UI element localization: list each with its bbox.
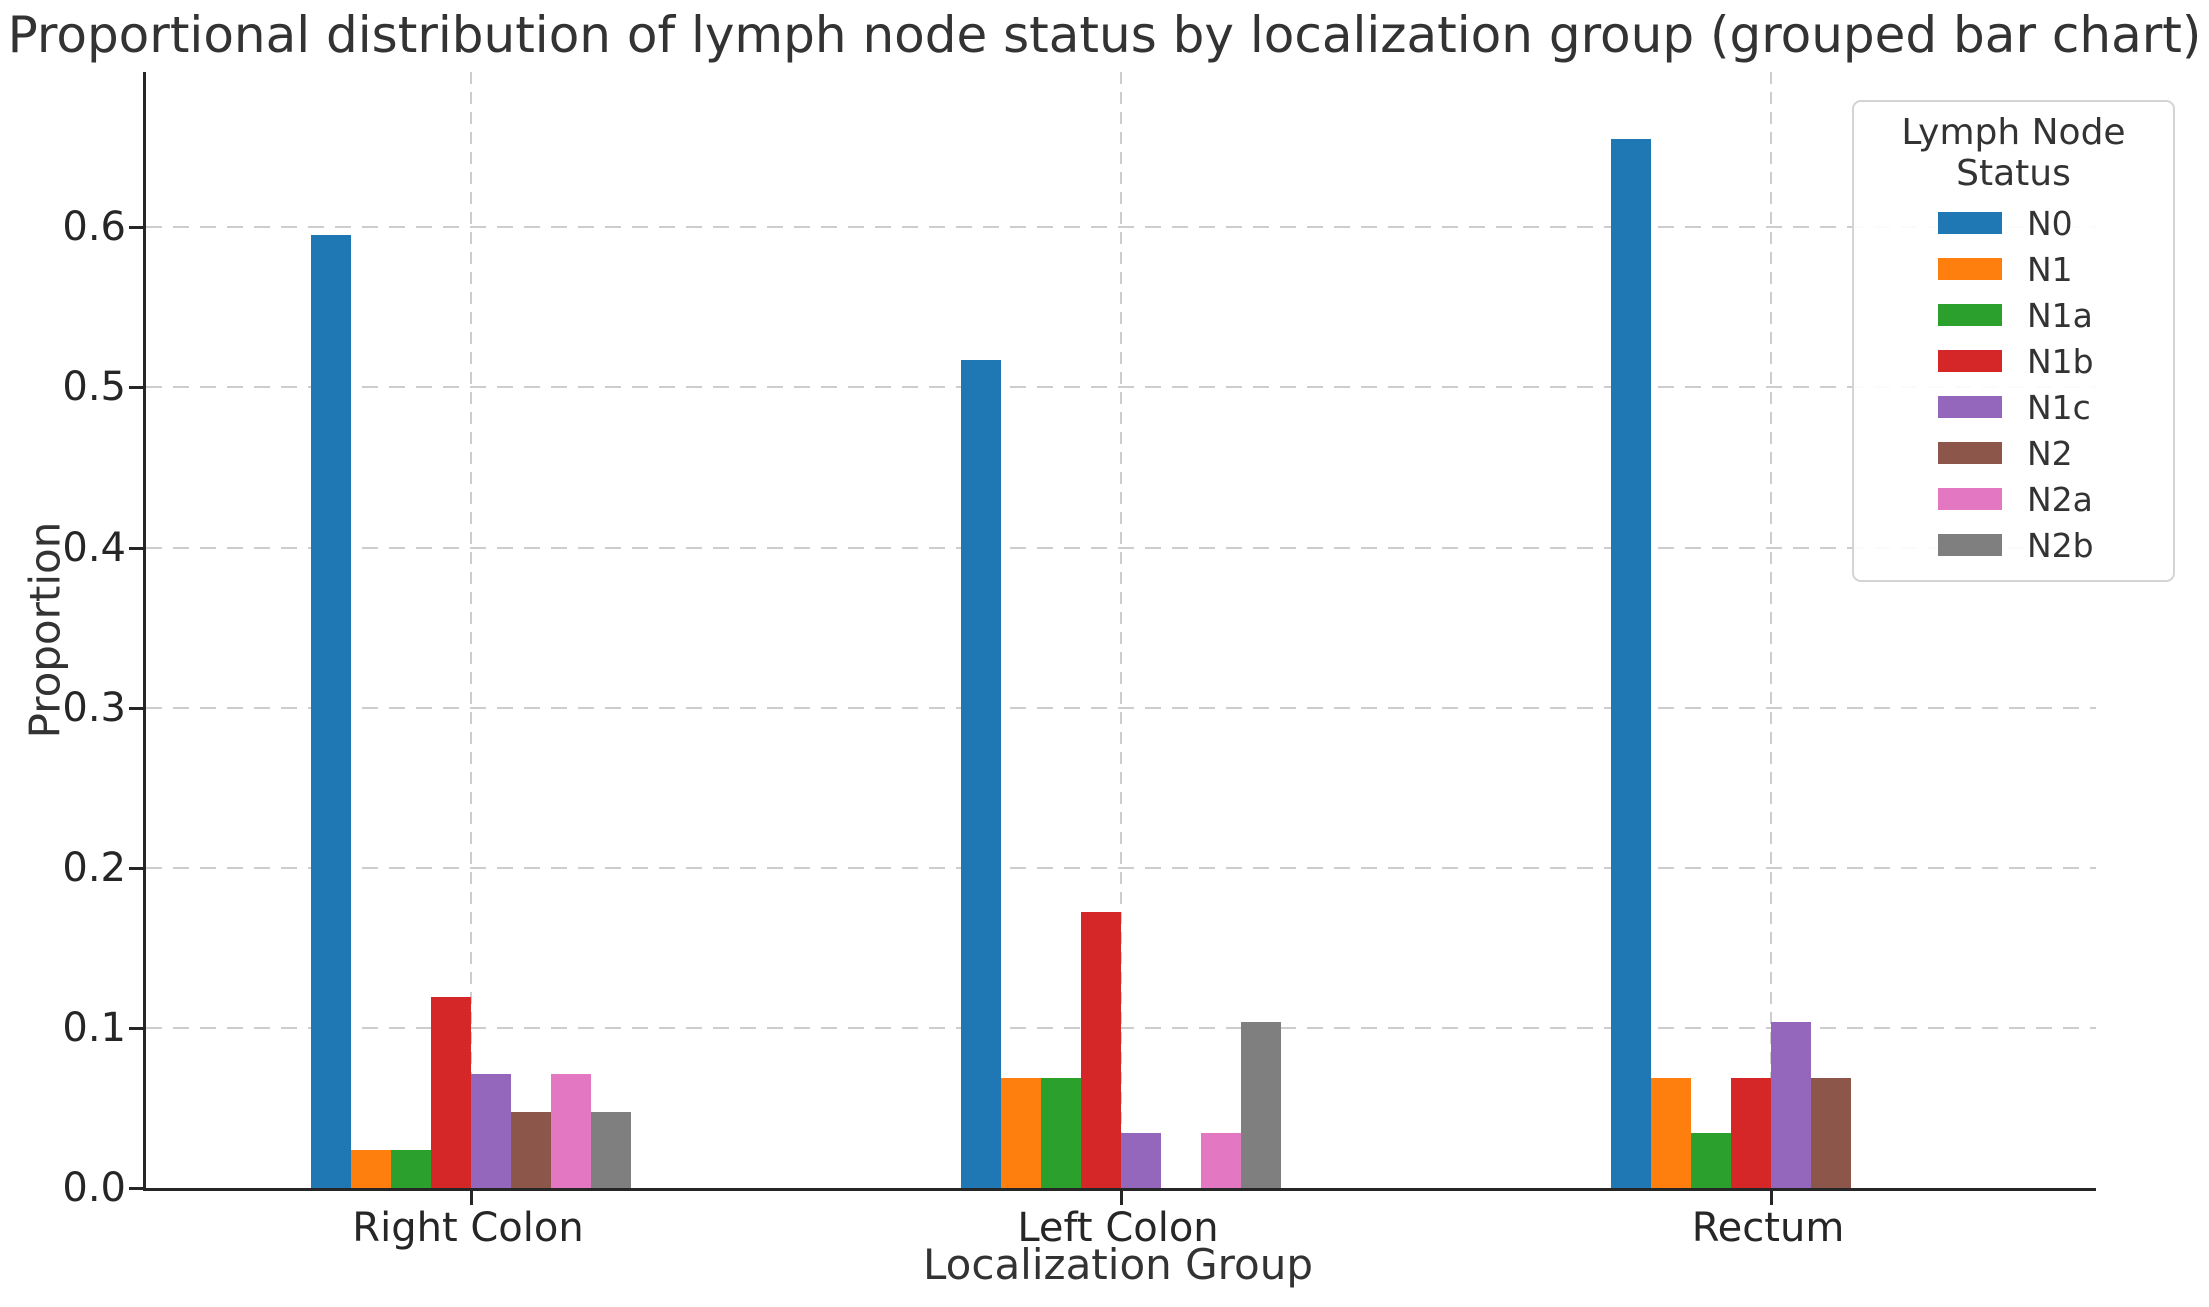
x-axis-label: Localization Group [923,1240,1313,1289]
plot-area [129,72,2096,1205]
bar-n2b-left-colon [1241,1022,1281,1188]
legend-swatch-n1c [1938,396,2002,418]
legend-swatch-n1 [1938,258,2002,280]
bar-n2a-left-colon [1201,1132,1241,1188]
bar-n2b-right-colon [591,1111,631,1188]
y-tick-mark [129,1026,143,1030]
legend-entry-n2a: N2a [1854,476,2173,522]
bar-n0-right-colon [311,235,351,1188]
legend-swatch-n2b [1938,534,2002,556]
legend-swatch-n1b [1938,350,2002,372]
x-tick-label-right-colon: Right Colon [352,1205,584,1251]
bar-n1-right-colon [351,1149,391,1188]
bar-n1b-rectum [1731,1077,1771,1188]
legend-title: Lymph Node Status [1901,112,2126,194]
bar-n1-left-colon [1001,1077,1041,1188]
y-tick-label-0.5: 0.5 [62,364,126,411]
legend-entry-n0: N0 [1854,200,2173,246]
bar-n2a-right-colon [551,1073,591,1188]
legend-label-n1a: N1a [2027,295,2093,335]
y-tick-mark [129,866,143,870]
y-tick-mark [129,1187,143,1190]
bar-n1-rectum [1651,1077,1691,1188]
bar-n1a-left-colon [1041,1077,1081,1188]
y-tick-label-0.0: 0.0 [62,1165,126,1211]
gridline-v-left-colon [1120,72,1122,1188]
legend-label-n2b: N2b [2027,525,2094,565]
y-tick-label-0.4: 0.4 [62,524,126,571]
gridline-v-right-colon [470,72,472,1188]
bar-n0-left-colon [961,359,1001,1188]
bar-n1c-right-colon [471,1073,511,1188]
y-tick-mark [129,226,143,230]
legend-label-n1b: N1b [2027,341,2094,381]
legend: Lymph Node Status N0 N1 N1a N1b N1c N2 N2a N2b [1852,100,2175,582]
y-tick-mark [129,386,143,390]
legend-entry-n1a: N1a [1854,292,2173,338]
y-tick-mark [129,706,143,710]
x-tick-mark [1770,1191,1773,1205]
legend-label-n2: N2 [2027,433,2073,473]
x-tick-mark [470,1191,473,1205]
y-tick-label-0.2: 0.2 [62,844,126,891]
bar-n1a-right-colon [391,1149,431,1188]
x-tick-mark [1120,1191,1123,1205]
legend-entry-n1b: N1b [1854,338,2173,384]
bar-n1b-right-colon [431,997,471,1188]
legend-label-n1c: N1c [2027,387,2091,427]
bar-n1b-left-colon [1081,911,1121,1188]
y-tick-label-0.6: 0.6 [62,204,126,251]
bar-n1a-rectum [1691,1132,1731,1188]
legend-entry-n1c: N1c [1854,384,2173,430]
bar-n1c-left-colon [1121,1132,1161,1188]
chart-title: Proportional distribution of lymph node … [7,6,2202,64]
x-tick-label-rectum: Rectum [1691,1205,1845,1251]
bar-n2-rectum [1811,1077,1851,1188]
y-tick-mark [129,546,143,550]
legend-entry-n2b: N2b [1854,522,2173,568]
legend-swatch-n0 [1938,212,2002,234]
legend-label-n1: N1 [2027,249,2073,289]
legend-entry-n2: N2 [1854,430,2173,476]
x-tick-label-left-colon: Left Colon [1017,1205,1219,1251]
legend-swatch-n2a [1938,488,2002,510]
legend-swatch-n1a [1938,304,2002,326]
y-tick-label-0.1: 0.1 [62,1004,126,1051]
legend-swatch-n2 [1938,442,2002,464]
bar-n2-right-colon [511,1111,551,1188]
bar-n0-rectum [1611,138,1651,1188]
bar-n1c-rectum [1771,1022,1811,1188]
legend-label-n2a: N2a [2027,479,2093,519]
y-tick-label-0.3: 0.3 [62,684,126,731]
gridline-v-rectum [1770,72,1772,1188]
legend-entry-n1: N1 [1854,246,2173,292]
legend-label-n0: N0 [2027,203,2073,243]
